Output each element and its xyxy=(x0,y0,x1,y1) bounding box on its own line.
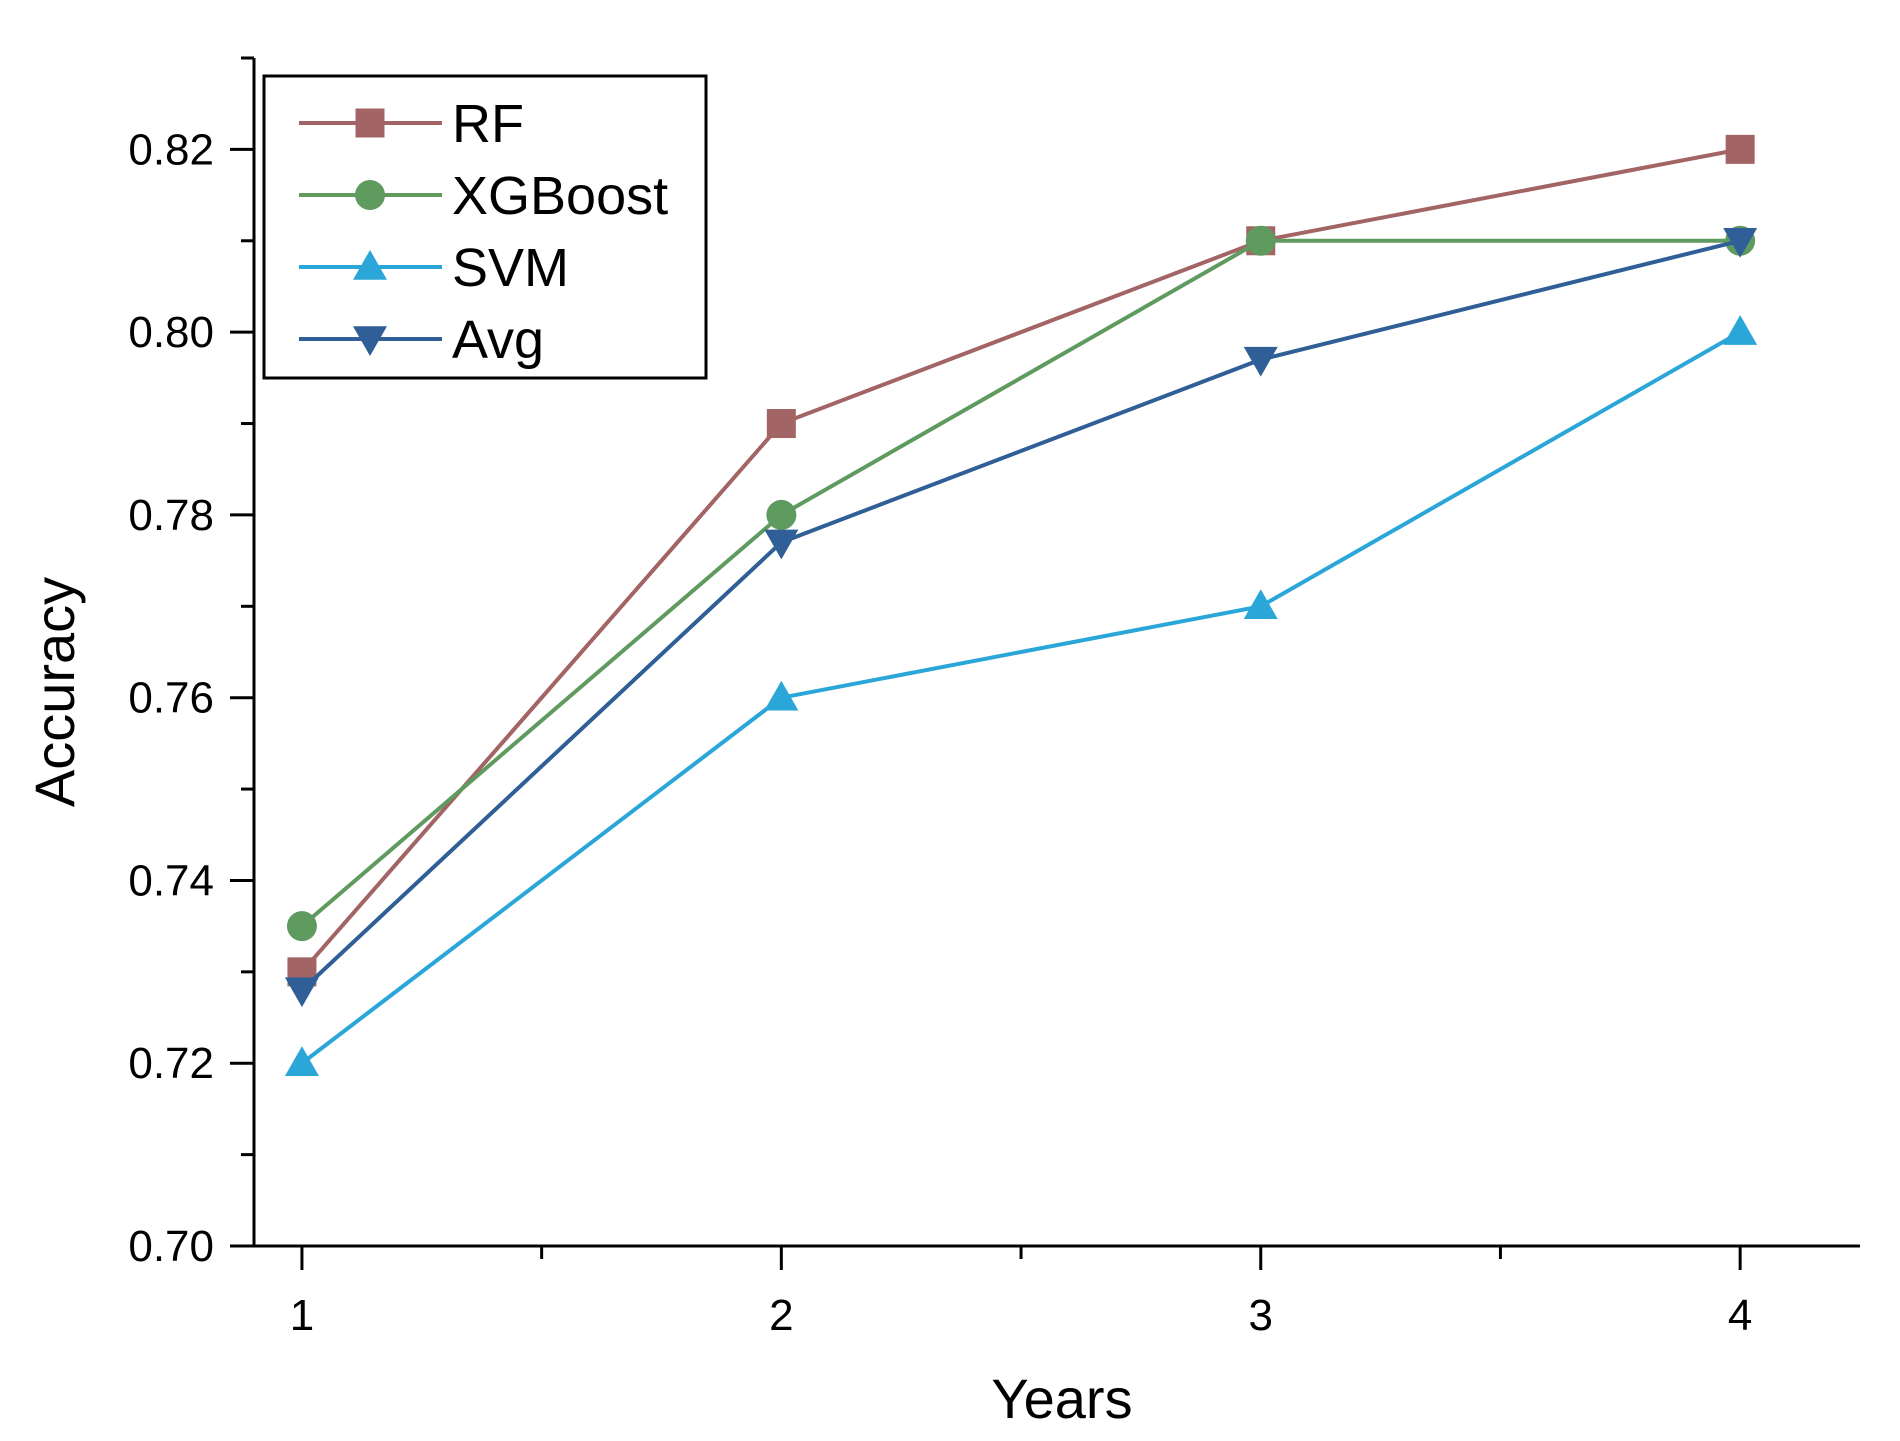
legend-label: RF xyxy=(452,94,524,154)
x-tick-label: 4 xyxy=(1728,1291,1752,1340)
y-tick-label: 0.74 xyxy=(128,856,214,905)
legend: RF XGBoost SVM Avg xyxy=(262,74,708,380)
legend-marker xyxy=(353,326,387,356)
legend-label: XGBoost xyxy=(452,166,668,226)
series-layer xyxy=(284,134,1758,1076)
legend-item: RF xyxy=(299,94,524,154)
y-tick-label: 0.70 xyxy=(128,1222,214,1271)
series-line xyxy=(300,147,1741,974)
series-line xyxy=(300,330,1742,1065)
x-tick-label: 3 xyxy=(1249,1291,1273,1340)
legend-item: SVM xyxy=(299,238,569,298)
data-point xyxy=(766,409,796,439)
y-tick-label: 0.72 xyxy=(128,1039,214,1088)
data-point xyxy=(764,529,799,560)
legend-label: Avg xyxy=(452,310,544,370)
y-tick-label: 0.82 xyxy=(128,125,214,174)
legend-box xyxy=(262,74,708,380)
data-point xyxy=(764,680,799,711)
y-axis-title: Accuracy xyxy=(23,577,86,807)
y-tick-label: 0.76 xyxy=(128,674,214,723)
data-point xyxy=(284,977,319,1008)
data-point xyxy=(1723,315,1758,345)
data-point xyxy=(284,1046,319,1076)
legend-label: SVM xyxy=(452,238,569,298)
data-point xyxy=(1245,225,1276,256)
axes: 0.70 0.72 0.74 0.76 0.78 0.80 0.82 1 2 3 4 xyxy=(128,56,1860,1340)
data-point xyxy=(1243,346,1278,377)
legend-marker xyxy=(353,250,387,280)
series-svm xyxy=(284,315,1758,1076)
x-tick-label: 2 xyxy=(769,1291,793,1340)
legend-item: Avg xyxy=(299,310,544,370)
data-point xyxy=(286,911,317,942)
x-tick-label: 1 xyxy=(290,1291,314,1340)
y-tick-label: 0.78 xyxy=(128,491,214,540)
data-point xyxy=(1243,589,1278,620)
legend-item: XGBoost xyxy=(299,166,668,226)
x-axis-title: Years xyxy=(991,1367,1132,1430)
data-point xyxy=(1725,134,1755,164)
y-tick-label: 0.80 xyxy=(128,308,214,357)
series-line xyxy=(300,238,1741,992)
series-line xyxy=(300,238,1741,928)
data-point xyxy=(766,499,797,530)
series-avg xyxy=(284,228,1758,1008)
legend-marker xyxy=(355,108,385,138)
legend-marker xyxy=(355,180,385,210)
data-point xyxy=(1723,228,1758,258)
